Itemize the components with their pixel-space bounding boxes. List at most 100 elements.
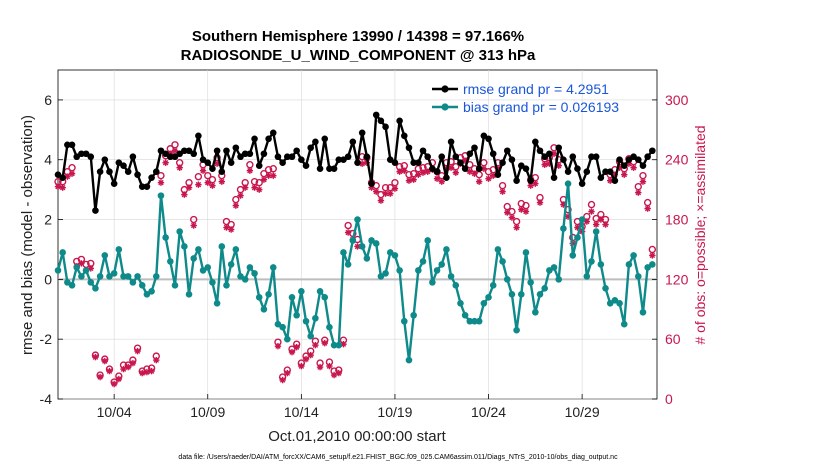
- rmse-point: [96, 168, 104, 175]
- rmse-point: [461, 165, 469, 172]
- rmse-point: [246, 150, 254, 158]
- obs-assimilated-marker: [415, 171, 422, 178]
- obs-assimilated-marker: [485, 175, 492, 182]
- bias-point: [592, 228, 600, 235]
- rmse-point: [649, 147, 656, 155]
- rmse-point: [625, 156, 633, 164]
- rmse-point: [115, 159, 123, 167]
- x-tick-label: 10/19: [377, 404, 412, 420]
- bias-point: [386, 249, 394, 256]
- y2-tick-label: 240: [665, 152, 689, 168]
- rmse-point: [485, 135, 492, 143]
- rmse-point: [541, 153, 548, 161]
- bias-point: [494, 246, 502, 253]
- legend-bias-label: bias grand pr = 0.026193: [463, 99, 619, 115]
- obs-assimilated-marker: [143, 368, 151, 376]
- rmse-point: [223, 147, 230, 155]
- obs-assimilated-marker: [256, 186, 263, 193]
- bias-point: [54, 267, 62, 274]
- obs-assimilated-marker: [410, 176, 417, 183]
- rmse-point: [611, 177, 619, 184]
- obs-assimilated-marker: [513, 224, 520, 231]
- bias-point: [176, 228, 183, 235]
- obs-assimilated-marker: [54, 183, 62, 190]
- obs-assimilated-marker: [279, 376, 286, 384]
- obs-assimilated-marker: [387, 190, 394, 197]
- bias-point: [536, 291, 544, 298]
- rmse-point: [129, 153, 137, 161]
- bias-point: [195, 246, 202, 253]
- rmse-point: [237, 153, 244, 161]
- obs-assimilated-marker: [316, 363, 324, 371]
- bias-point: [152, 273, 160, 280]
- obs-assimilated-marker: [237, 192, 244, 199]
- bias-point: [569, 252, 577, 259]
- obs-assimilated-marker: [639, 178, 647, 185]
- rmse-point: [143, 183, 151, 190]
- bias-point: [578, 216, 586, 223]
- bias-point: [541, 285, 548, 292]
- obs-assimilated-marker: [532, 180, 539, 187]
- obs-possible-marker: [269, 164, 277, 173]
- rmse-point: [284, 153, 291, 161]
- rmse-point: [106, 168, 113, 175]
- bias-point: [288, 294, 296, 301]
- rmse-point: [499, 159, 506, 167]
- rmse-point: [513, 177, 520, 184]
- rmse-point: [152, 168, 160, 175]
- obs-assimilated-marker: [621, 171, 628, 178]
- obs-assimilated-marker: [433, 175, 441, 182]
- rmse-point: [227, 159, 235, 167]
- bias-point: [419, 258, 427, 265]
- obs-assimilated-marker: [592, 221, 600, 228]
- y2-tick-label: 300: [665, 92, 689, 108]
- rmse-point: [340, 156, 347, 164]
- rmse-point: [443, 174, 450, 181]
- rmse-point: [260, 150, 268, 158]
- obs-assimilated-marker: [68, 170, 76, 177]
- bias-point: [354, 216, 361, 223]
- rmse-point: [167, 153, 174, 161]
- rmse-point: [639, 162, 647, 170]
- bias-point: [87, 279, 95, 286]
- bias-point: [340, 249, 347, 256]
- rmse-point: [522, 165, 530, 172]
- bias-point: [92, 285, 99, 292]
- obs-assimilated-marker: [330, 371, 338, 379]
- x-axis: 10/04 10/09 10/14 10/19 10/24 10/29: [97, 394, 600, 420]
- obs-assimilated-marker: [391, 185, 399, 192]
- obs-assimilated-marker: [209, 182, 216, 189]
- obs-assimilated-marker: [101, 357, 108, 365]
- obs-assimilated-marker: [241, 184, 249, 191]
- bias-point: [302, 317, 310, 325]
- obs-assimilated-marker: [246, 167, 254, 174]
- rmse-point: [251, 135, 258, 143]
- bias-point: [237, 273, 244, 280]
- rmse-point: [110, 180, 118, 187]
- obs-possible-marker: [204, 171, 212, 180]
- obs-possible-marker: [157, 171, 165, 180]
- rmse-point: [279, 159, 286, 167]
- bias-point: [433, 267, 441, 274]
- rmse-point: [195, 132, 202, 140]
- bias-point: [120, 273, 127, 280]
- obs-assimilated-marker: [522, 208, 530, 215]
- bias-point: [438, 261, 446, 268]
- y2-tick-label: 0: [665, 391, 673, 407]
- bias-point: [522, 249, 530, 256]
- y2-tick-label: 180: [665, 212, 689, 228]
- bias-point: [110, 270, 118, 277]
- bias-point: [405, 356, 413, 364]
- bias-point: [251, 270, 258, 277]
- obs-assimilated-marker: [541, 161, 548, 168]
- rmse-point: [368, 180, 375, 187]
- bias-point: [349, 237, 357, 244]
- obs-assimilated-marker: [260, 176, 268, 183]
- obs-assimilated-marker: [326, 362, 333, 370]
- bias-point: [475, 317, 483, 325]
- obs-assimilated-marker: [171, 147, 179, 154]
- bias-point: [583, 273, 591, 280]
- bias-point: [129, 279, 137, 286]
- obs-assimilated-marker: [176, 164, 183, 171]
